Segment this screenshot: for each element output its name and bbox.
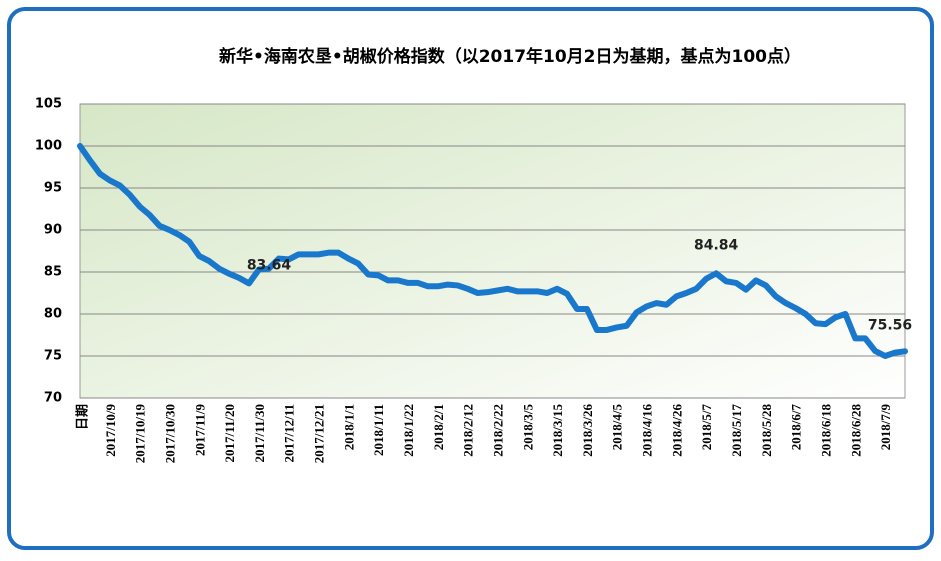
y-tick-label: 90 <box>44 223 62 238</box>
y-tick-label: 85 <box>44 265 62 280</box>
x-tick-label: 日期 <box>76 404 91 430</box>
y-tick-label: 70 <box>44 391 62 406</box>
x-tick-label: 2018/6/18 <box>818 404 833 457</box>
x-tick-label: 2018/5/28 <box>759 404 774 457</box>
x-tick-label: 2017/12/11 <box>282 404 297 463</box>
data-label: 84.84 <box>694 237 739 253</box>
x-tick-label: 2018/1/11 <box>371 404 386 456</box>
x-tick-label: 2018/6/7 <box>789 404 804 451</box>
x-tick-label: 2018/2/22 <box>490 404 505 457</box>
x-tick-label: 2017/10/19 <box>133 404 148 464</box>
x-tick-label: 2018/3/5 <box>520 404 535 451</box>
x-tick-label: 2017/10/30 <box>162 404 177 463</box>
x-tick-label: 2017/11/30 <box>252 404 267 463</box>
x-tick-label: 2018/3/15 <box>550 404 565 457</box>
chart-title: 新华•海南农垦•胡椒价格指数（以2017年10月2日为基期，基点为100点） <box>219 46 801 67</box>
x-tick-label: 2018/4/5 <box>610 404 625 451</box>
x-tick-label: 2017/11/20 <box>222 404 237 463</box>
data-label: 75.56 <box>868 317 912 333</box>
x-tick-label: 2018/2/1 <box>431 404 446 450</box>
x-tick-label: 2018/4/16 <box>640 404 655 457</box>
x-tick-label: 2018/1/22 <box>401 404 416 457</box>
y-tick-label: 75 <box>44 349 62 364</box>
x-tick-label: 2018/1/1 <box>341 404 356 450</box>
y-tick-label: 105 <box>35 97 62 112</box>
x-tick-label: 2017/11/9 <box>192 404 207 457</box>
plot-area <box>79 103 906 399</box>
x-tick-label: 2018/3/26 <box>580 404 595 457</box>
x-tick-label: 2017/12/21 <box>312 404 327 463</box>
x-tick-label: 2018/5/17 <box>729 404 744 457</box>
x-tick-label: 2018/2/12 <box>461 404 476 457</box>
y-tick-label: 95 <box>44 181 62 196</box>
x-tick-label: 2018/7/9 <box>878 404 893 451</box>
x-tick-label: 2018/4/26 <box>669 404 684 457</box>
y-tick-label: 100 <box>35 139 62 154</box>
line <box>77 143 908 359</box>
x-tick-label: 2018/5/7 <box>699 404 714 451</box>
y-tick-label: 80 <box>44 307 62 322</box>
x-tick-label: 2018/6/28 <box>848 404 863 457</box>
data-label: 83.64 <box>247 257 292 273</box>
x-tick-label: 2017/10/9 <box>103 404 118 457</box>
